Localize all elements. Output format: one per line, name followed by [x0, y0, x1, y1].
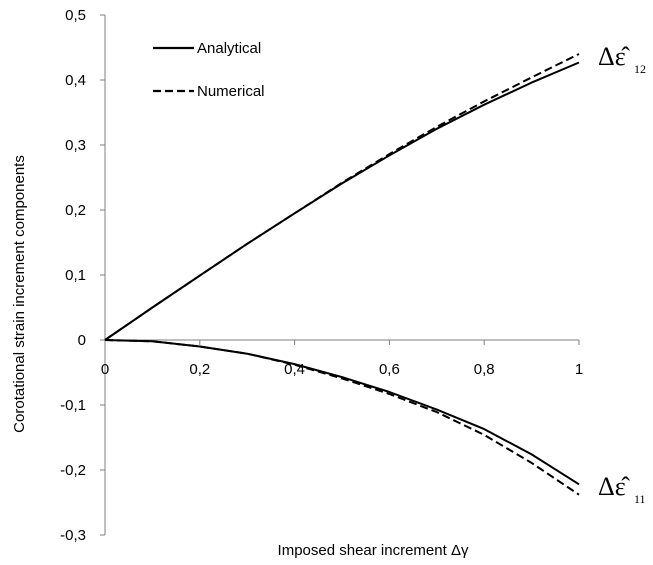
- tick-labels: 0,50,40,30,20,10-0,1-0,2-0,30 0,2 0,4 0,6 0,…: [60, 7, 583, 544]
- y-tick-label: -0,3: [60, 527, 86, 544]
- x-axis-title: Imposed shear increment Δγ: [278, 542, 469, 559]
- series-label-11-symbol: Δε̂: [598, 472, 631, 501]
- legend-numerical-label: Numerical: [197, 83, 265, 100]
- y-tick-label: 0,2: [65, 202, 86, 219]
- y-tick-label: -0,2: [60, 462, 86, 479]
- y-tick-label: -0,1: [60, 397, 86, 414]
- x-tick-label: 0: [101, 361, 109, 378]
- x-tick-label: 1: [575, 361, 583, 378]
- series-line-1-solid: [104, 61, 580, 341]
- y-tick-label: 0,1: [65, 267, 86, 284]
- series-label-11: Δε̂ 11: [598, 472, 646, 506]
- y-tick-label: 0,3: [65, 137, 86, 154]
- series-line-4-dashed: [104, 339, 580, 496]
- series-label-11-subscript: 11: [634, 492, 646, 506]
- x-tick-label: 0,2: [189, 361, 210, 378]
- y-tick-label: 0: [78, 332, 86, 349]
- series-label-12: Δε̂ 12: [598, 42, 646, 76]
- y-tick-label: 0,5: [65, 7, 86, 24]
- x-tick-label: 0,6: [379, 361, 400, 378]
- series-line-2-dashed: [104, 53, 580, 341]
- series-line-3-solid: [104, 339, 580, 486]
- legend: Analytical Numerical: [153, 40, 265, 100]
- y-axis-title: Corotational strain increment components: [11, 155, 28, 433]
- legend-analytical-label: Analytical: [197, 40, 261, 57]
- y-tick-label: 0,4: [65, 72, 86, 89]
- series-label-12-symbol: Δε̂: [598, 42, 631, 71]
- series-label-12-subscript: 12: [634, 62, 646, 76]
- x-tick-label: 0,8: [474, 361, 495, 378]
- plot-lines: [104, 53, 580, 496]
